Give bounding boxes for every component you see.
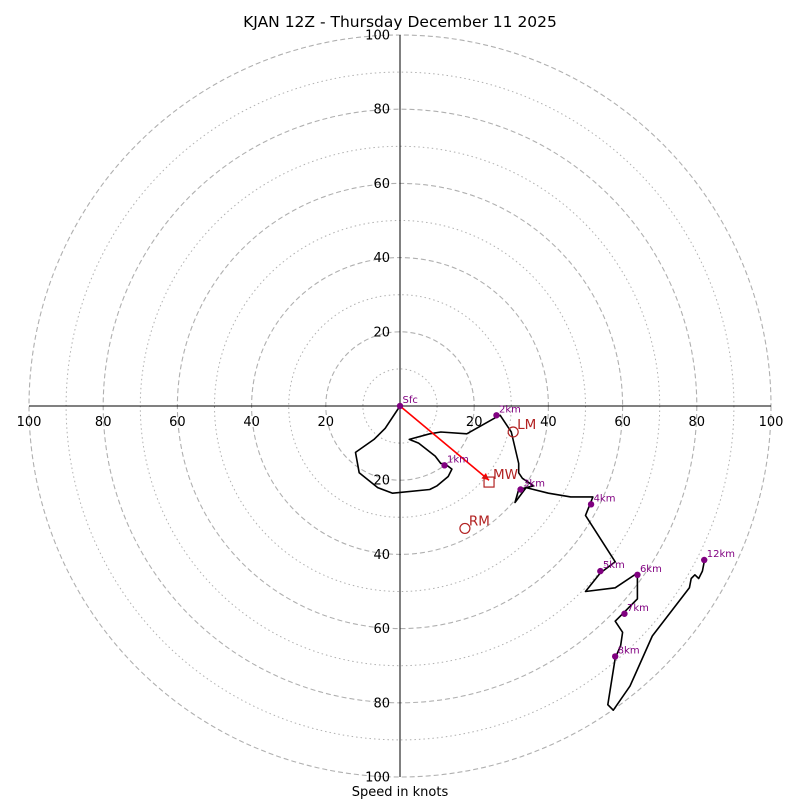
y-tick-label: 80 — [373, 103, 390, 118]
x-tick-label: 100 — [17, 415, 42, 430]
height-label-8km: 8km — [618, 645, 640, 656]
height-marker-3km — [517, 486, 524, 493]
height-marker-1km — [441, 462, 448, 469]
y-tick-label: 40 — [373, 548, 390, 563]
storm-motion-marker-mw — [483, 476, 495, 488]
height-marker-5km — [597, 567, 604, 575]
height-label-3km: 3km — [523, 478, 545, 489]
height-marker-4km — [587, 501, 595, 508]
height-label-sfc: Sfc — [403, 395, 418, 406]
storm-motion-label-mw: MW — [493, 467, 518, 483]
height-marker-6km — [634, 571, 641, 579]
x-tick-labels: 100 80 60 40 20 20 40 60 80 100 — [17, 415, 784, 430]
height-marker-12km — [701, 556, 708, 564]
y-tick-label: 80 — [373, 696, 390, 711]
storm-motion-label-lm: LM — [517, 417, 536, 433]
height-markers: Sfc 1km 2km 3km 4km 5km 6km 7km 8km 12km — [396, 395, 735, 660]
storm-motion-markers: LM MW RM — [459, 417, 536, 535]
height-label-5km: 5km — [603, 560, 625, 571]
y-tick-label: 20 — [373, 474, 390, 489]
height-label-12km: 12km — [707, 549, 735, 560]
y-tick-label: 60 — [373, 177, 390, 192]
x-tick-label: 20 — [318, 415, 335, 430]
x-tick-label: 20 — [466, 415, 483, 430]
height-marker-7km — [621, 610, 628, 617]
y-tick-labels: 100 80 60 40 20 20 40 60 80 100 — [365, 29, 390, 786]
storm-motion-marker-rm — [459, 522, 471, 535]
storm-motion-marker-lm — [507, 426, 519, 438]
x-tick-label: 100 — [759, 415, 784, 430]
height-label-2km: 2km — [499, 404, 521, 415]
chart-title: KJAN 12Z - Thursday December 11 2025 — [243, 13, 557, 31]
height-marker-sfc — [396, 402, 404, 410]
x-tick-label: 60 — [169, 415, 186, 430]
height-label-4km: 4km — [594, 493, 616, 504]
y-tick-label: 60 — [373, 622, 390, 637]
hodograph-series — [354, 405, 705, 712]
height-marker-2km — [493, 412, 500, 419]
y-tick-label: 40 — [373, 251, 390, 266]
x-tick-label: 40 — [243, 415, 260, 430]
x-tick-label: 80 — [95, 415, 112, 430]
x-tick-label: 60 — [614, 415, 631, 430]
y-tick-label: 20 — [373, 325, 390, 340]
hodograph-line — [354, 405, 705, 712]
height-marker-8km — [611, 653, 619, 660]
x-axis-label: Speed in knots — [352, 785, 449, 800]
y-tick-label: 100 — [365, 29, 390, 44]
shear-vector-line — [399, 405, 490, 481]
height-label-6km: 6km — [640, 564, 662, 575]
storm-motion-label-rm: RM — [469, 513, 490, 529]
x-tick-label: 80 — [689, 415, 706, 430]
x-tick-label: 40 — [540, 415, 557, 430]
height-label-1km: 1km — [447, 454, 469, 465]
y-tick-label: 100 — [365, 771, 390, 786]
height-label-7km: 7km — [627, 603, 649, 614]
